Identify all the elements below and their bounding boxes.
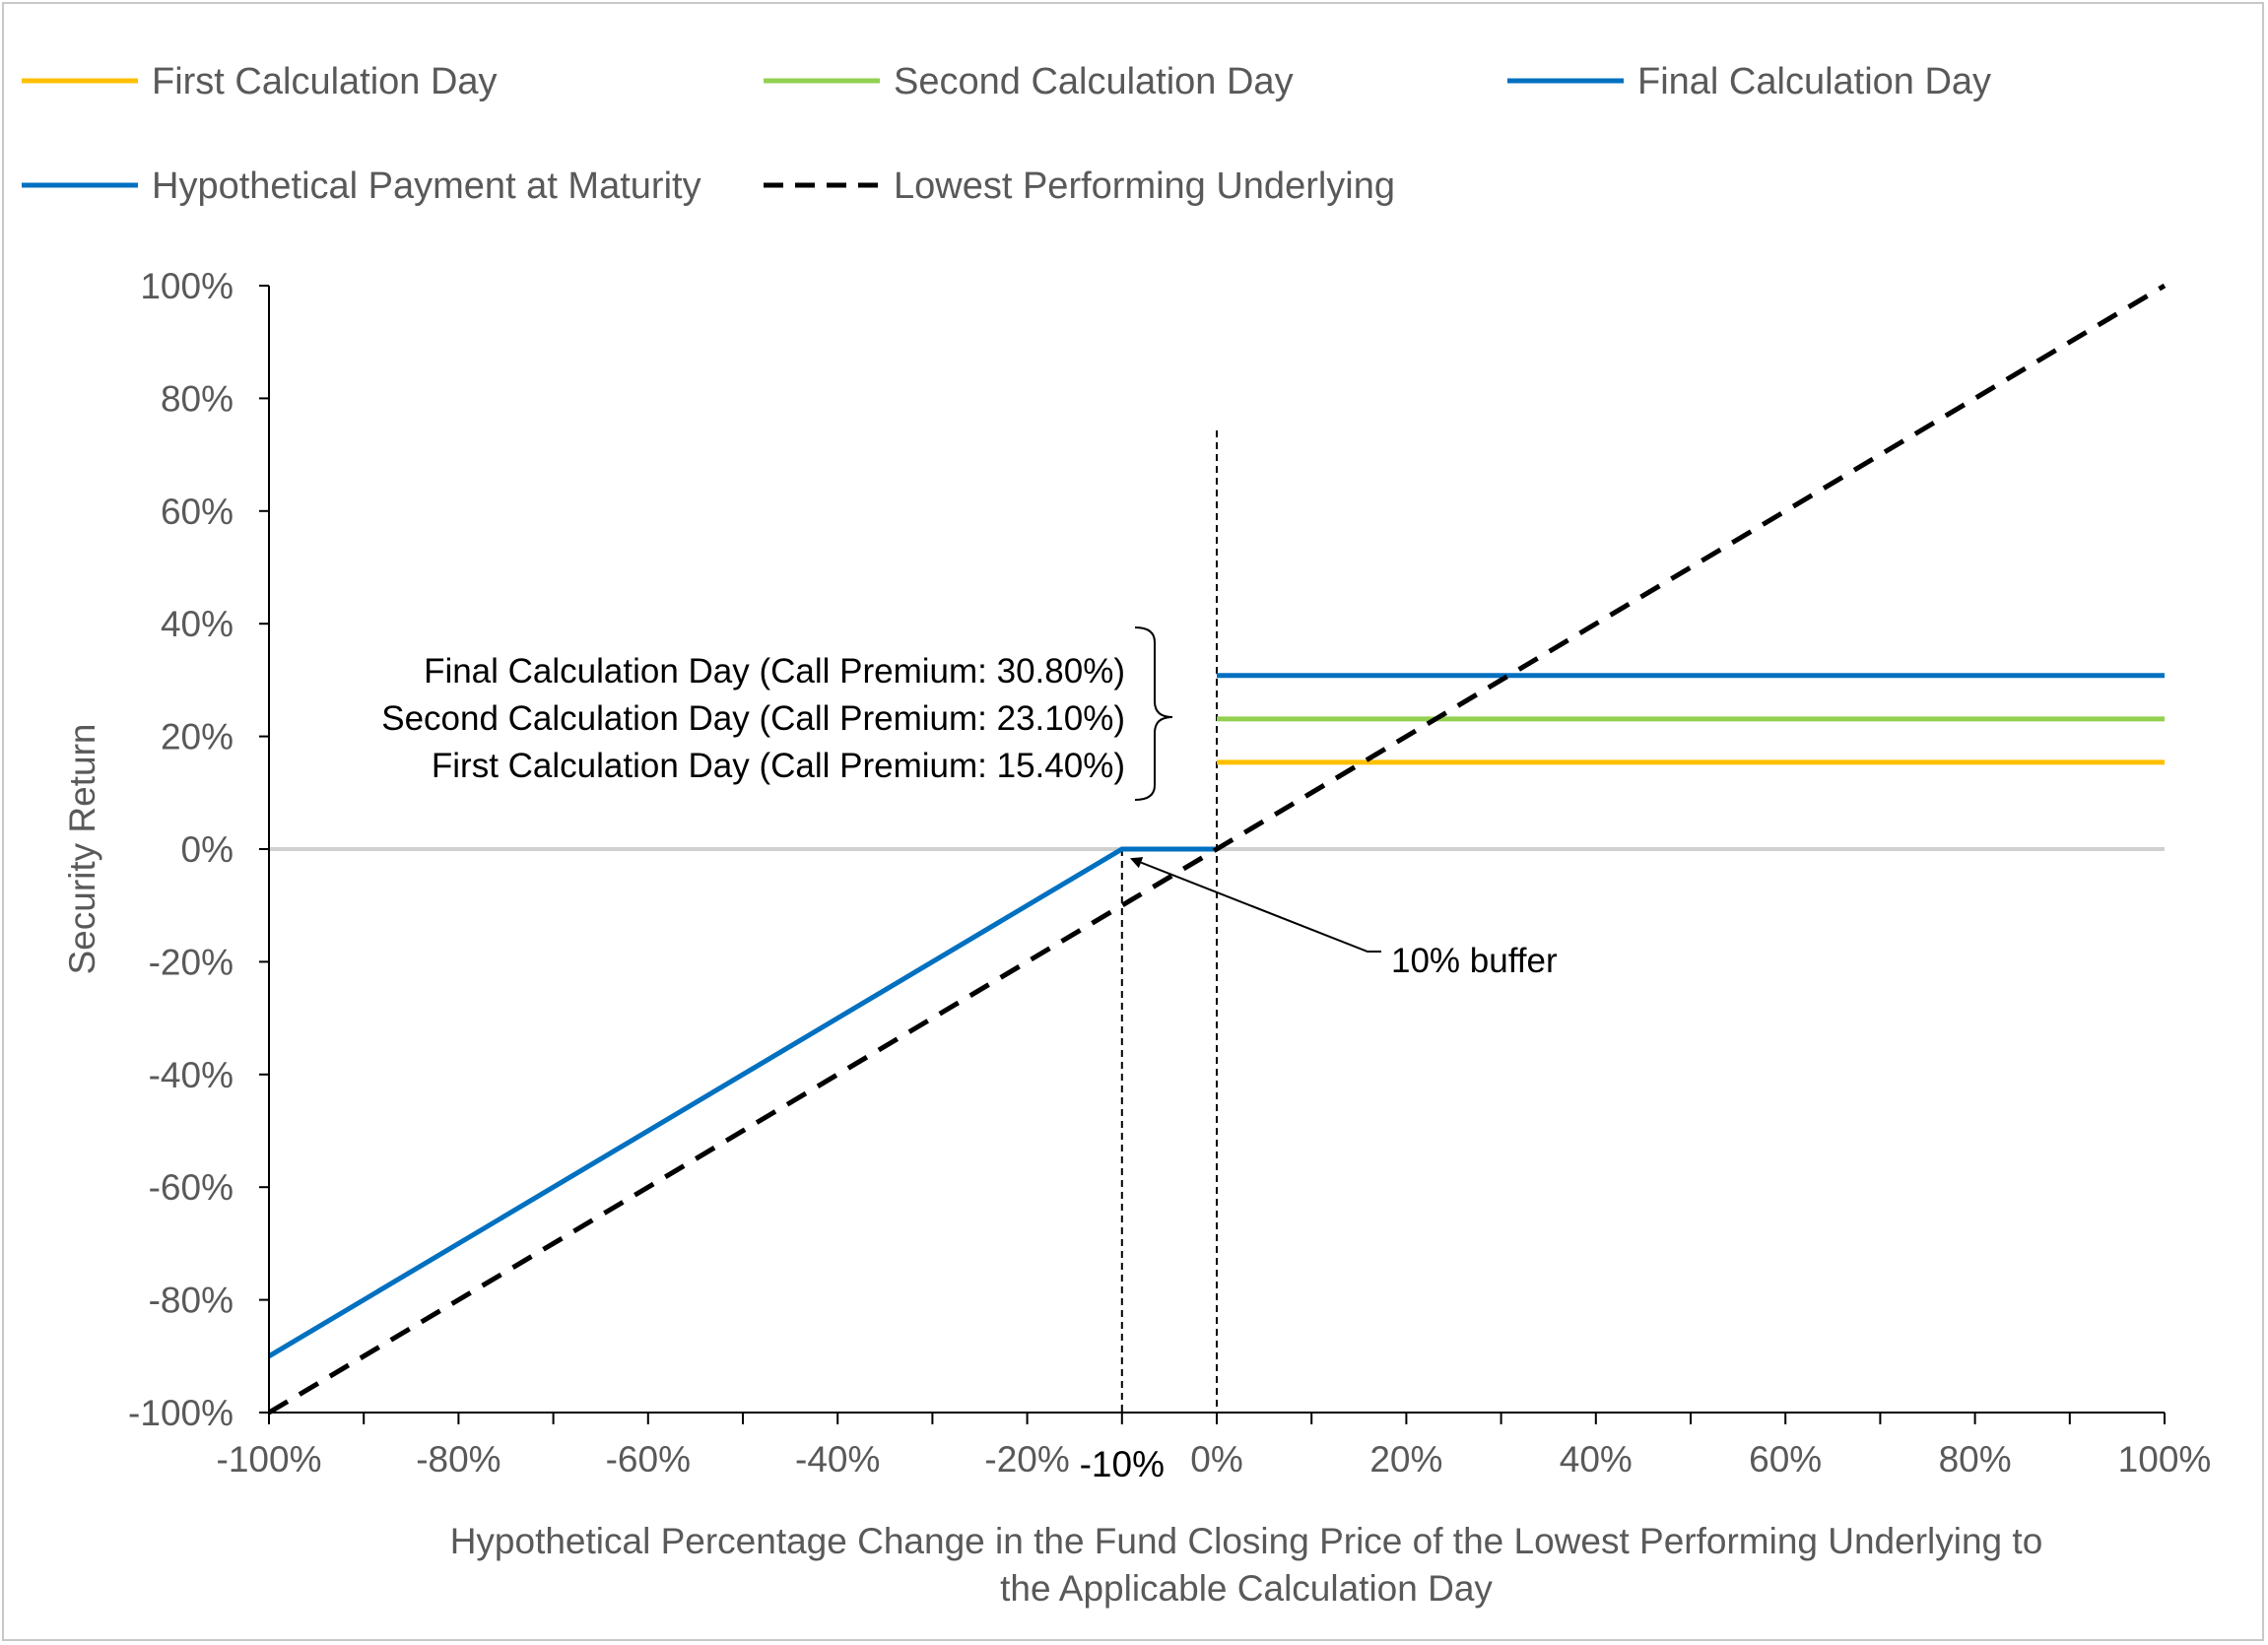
legend-item: First Calculation Day <box>22 61 498 102</box>
annotations: Final Calculation Day (Call Premium: 30.… <box>381 626 1558 980</box>
x-tick-label: 20% <box>1369 1439 1442 1480</box>
x-tick-label: -80% <box>416 1439 500 1480</box>
x-tick-label: 80% <box>1939 1439 2012 1480</box>
buffer-arrow <box>1129 857 1381 953</box>
y-tick-label: 80% <box>161 378 233 419</box>
legend-item: Final Calculation Day <box>1507 61 1991 102</box>
y-tick-label: -100% <box>128 1393 233 1433</box>
x-tick-label: 60% <box>1749 1439 1822 1480</box>
y-tick-label: 100% <box>140 266 233 306</box>
legend-label: First Calculation Day <box>152 61 498 102</box>
call-premium-label: Second Calculation Day (Call Premium: 23… <box>381 699 1125 738</box>
reference-lines <box>269 430 2165 1413</box>
y-tick-label: 0% <box>181 829 233 870</box>
x-tick-label: -60% <box>606 1439 691 1480</box>
y-tick-label: 60% <box>161 492 233 532</box>
x-tick-label: 40% <box>1560 1439 1633 1480</box>
legend: First Calculation Day Second Calculation … <box>22 61 1991 207</box>
x-tick-label: -20% <box>984 1439 1069 1480</box>
legend-label: Final Calculation Day <box>1637 61 1991 102</box>
call-premium-label: First Calculation Day (Call Premium: 15.… <box>432 747 1125 785</box>
y-tick-label: -20% <box>149 942 233 982</box>
x-tick-label: 0% <box>1190 1439 1242 1480</box>
buffer-x-label: -10% <box>1080 1444 1165 1484</box>
x-axis-title-line-1: Hypothetical Percentage Change in the Fu… <box>450 1521 2043 1561</box>
y-tick-label: 40% <box>161 604 233 644</box>
series-line-5 <box>267 283 2167 1415</box>
legend-label: Lowest Performing Underlying <box>894 165 1395 207</box>
x-tick-label: 100% <box>2118 1439 2212 1480</box>
legend-item: Hypothetical Payment at Maturity <box>22 165 701 207</box>
x-tick-label: -100% <box>217 1439 322 1480</box>
axes: 100% 80% 60% 40% 20% 0% -20% -40% -60% -80% -100% -… <box>62 266 2211 1609</box>
y-tick-label: 20% <box>161 717 233 757</box>
call-premium-label: Final Calculation Day (Call Premium: 30.… <box>424 652 1125 691</box>
y-tick-label: -40% <box>149 1055 233 1095</box>
buffer-label: 10% buffer <box>1391 942 1558 980</box>
legend-label: Second Calculation Day <box>894 61 1294 102</box>
x-axis-title-line-2: the Applicable Calculation Day <box>1000 1568 1493 1609</box>
legend-item: Second Calculation Day <box>764 61 1294 102</box>
series-layer <box>267 283 2167 1415</box>
series-line-4 <box>267 846 1217 1358</box>
legend-item: Lowest Performing Underlying <box>764 165 1395 207</box>
bracket <box>1134 626 1173 801</box>
y-axis-title: Security Return <box>62 724 102 975</box>
legend-label: Hypothetical Payment at Maturity <box>152 165 701 207</box>
y-tick-label: -80% <box>149 1281 233 1321</box>
x-tick-label: -40% <box>795 1439 880 1480</box>
y-tick-label: -60% <box>149 1167 233 1208</box>
